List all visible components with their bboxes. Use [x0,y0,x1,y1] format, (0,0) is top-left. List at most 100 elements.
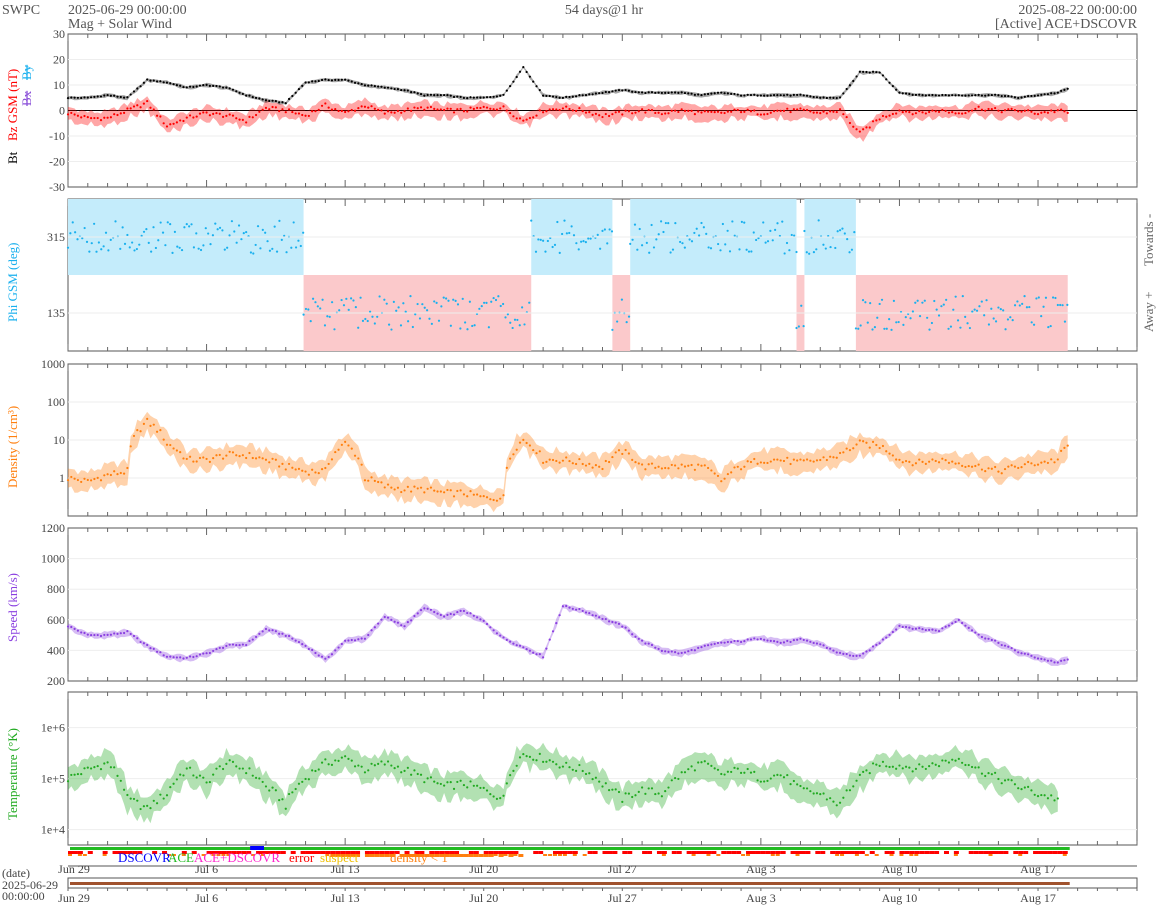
speed-point [80,631,83,634]
status-density-mark [835,854,840,856]
speed-point [106,633,109,636]
phi-point [340,298,343,302]
phi-point [307,308,310,311]
bt-point [479,96,482,99]
phi-point [435,301,438,304]
phi-point [1025,306,1029,309]
bz-point [792,108,795,111]
bt-point [746,93,749,96]
bz-point [644,111,647,114]
speed-point [871,645,875,648]
speed-point [796,638,799,641]
bt-point [426,93,429,97]
bz-point [611,113,614,116]
phi-point [123,242,127,245]
bt-point [601,91,604,95]
phi-point [1011,319,1014,322]
speed-point [772,640,776,643]
phi-point [433,300,436,303]
phi-point [478,307,481,310]
bt-point [212,84,215,87]
bt-point [149,79,152,82]
bz-point [716,110,720,113]
speed-point [1023,652,1026,655]
density-point [254,457,258,460]
phi-point [107,249,110,252]
density-point [205,457,208,461]
bz-point [126,107,129,110]
temperature-point [406,766,409,769]
bt-point [188,85,192,88]
speed-point [637,637,640,640]
bt-point [241,92,244,96]
density-point [320,468,324,471]
status-density-mark [82,854,87,856]
temperature-point [96,764,99,768]
towards-label: Towards - [1141,214,1156,266]
speed-point [532,651,535,654]
phi-point [688,238,691,241]
bz-point [469,106,472,109]
phi-point [873,326,876,329]
phi-point [728,250,732,253]
speed-point [756,638,759,641]
speed-point [749,638,753,641]
bt-point [710,92,713,95]
bt-point [386,86,390,89]
status-error-mark [859,851,865,854]
phi-point [345,297,348,300]
phi-point [681,242,684,245]
phi-point [283,234,286,237]
phi-point [487,326,490,329]
status-density-mark [553,854,558,856]
temperature-point [565,761,568,764]
temperature-point [551,760,555,763]
bt-point [532,80,535,83]
speed-point [723,641,726,644]
temperature-point [532,758,535,761]
phi-point [506,313,509,316]
status-error-mark [404,851,410,854]
speed-point [228,643,231,646]
density-point [1007,465,1010,468]
phi-point [511,326,514,330]
bt-point [937,94,941,97]
density-point [1010,464,1013,467]
speed-point [439,613,442,617]
temperature-point [594,776,598,779]
density-point [885,450,888,453]
density-point [198,456,202,460]
status-error-mark [919,851,925,854]
bz-point [759,113,762,116]
phi-point [805,251,808,254]
status-density-mark [226,854,231,856]
bx-toggle[interactable]: Bx [19,90,34,106]
bz-point [931,109,934,112]
phi-point [859,324,862,327]
bt-point [772,94,776,97]
temperature-point [654,792,657,796]
bt-point [548,94,551,98]
density-point [624,448,627,452]
density-point [235,454,238,457]
bz-point [799,107,802,110]
bt-point [373,85,376,88]
bz-point [195,115,198,118]
bt-point [317,79,320,83]
phi-point [173,230,176,234]
speed-point [443,615,446,618]
temperature-point [805,787,809,790]
speed-point [964,624,967,627]
bt-point [739,94,743,97]
bt-point [1040,93,1043,96]
temperature-point [396,765,400,768]
speed-point [363,637,367,640]
by-toggle[interactable]: By [19,64,34,80]
density-point [479,495,482,498]
density-point [492,498,495,502]
status-density-mark [330,854,336,857]
bz-point [631,112,634,115]
density-point [914,462,918,465]
speed-point [961,621,964,625]
bz-point [654,111,657,115]
